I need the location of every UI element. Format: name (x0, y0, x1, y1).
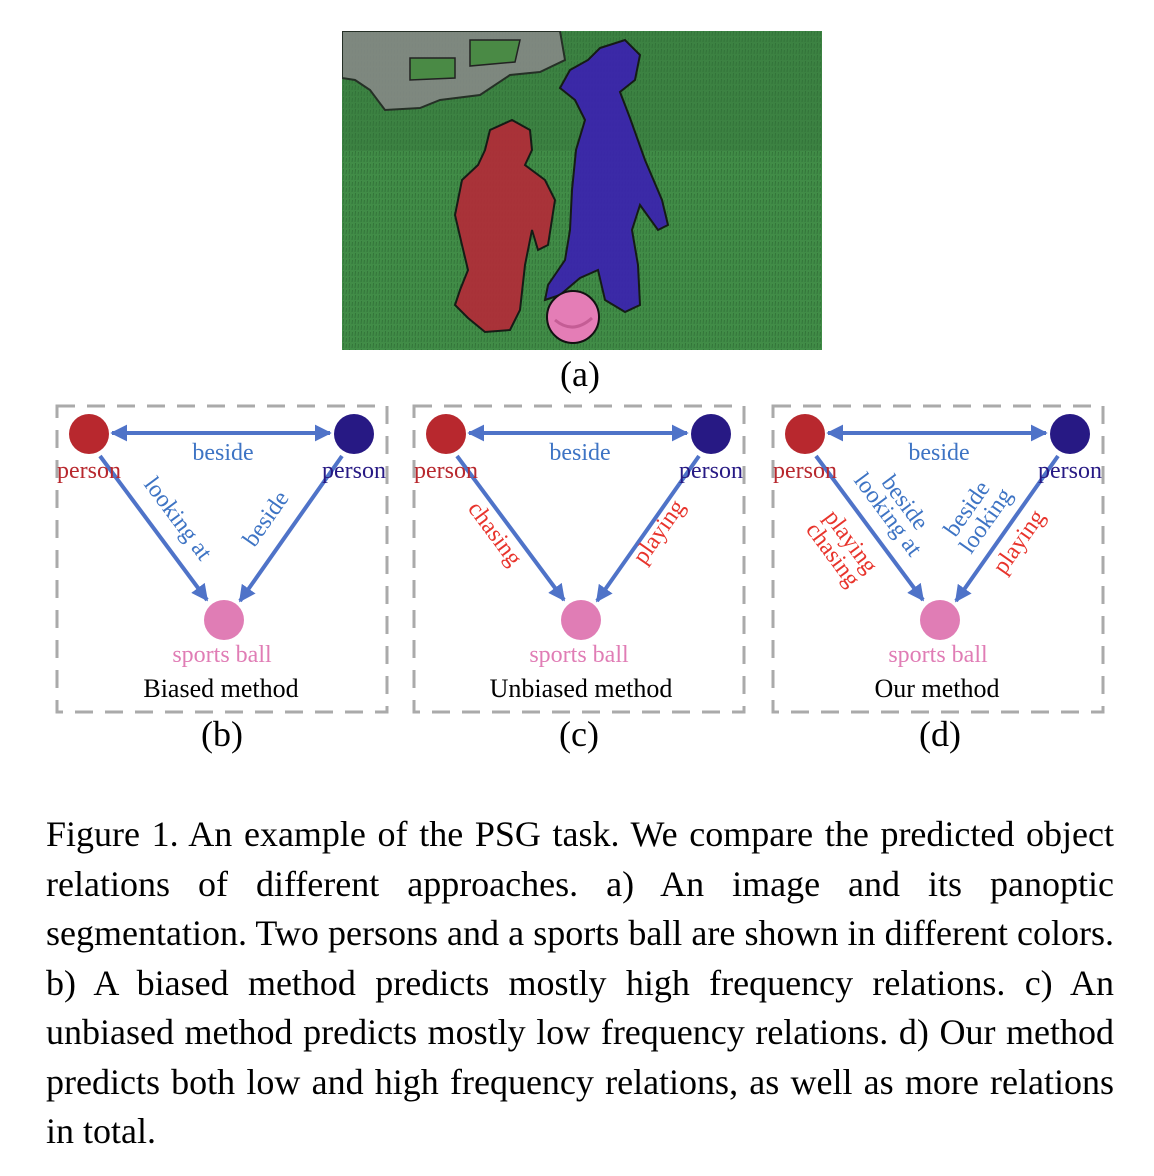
edge-right (595, 454, 701, 603)
node-label-right: person (322, 458, 386, 484)
node-label-bottom: sports ball (888, 642, 988, 668)
edge-left (98, 454, 209, 602)
panel-unbiased: person person sports ball beside chasing… (412, 404, 746, 754)
relation-top: beside (549, 440, 610, 466)
person-segment-red (453, 118, 557, 334)
node-sports-ball (920, 600, 960, 640)
edge-left (814, 454, 925, 602)
dashed-border (412, 404, 746, 714)
segmentation-photo (342, 31, 822, 350)
fence-gap (409, 57, 456, 81)
method-label: Biased method (143, 674, 298, 703)
panel-label-b: (b) (201, 714, 243, 754)
method-label: Our method (875, 674, 1000, 703)
node-sports-ball (204, 600, 244, 640)
method-label: Unbiased method (490, 674, 673, 703)
relation-left: looking at (138, 472, 217, 565)
ball-shading (554, 316, 593, 329)
relation-top: beside (192, 440, 253, 466)
panel-ours: person person sports ball beside beside … (771, 404, 1105, 754)
node-label-right: person (679, 458, 743, 484)
relation-right: beside (238, 486, 294, 551)
node-sports-ball (561, 600, 601, 640)
edge-right (954, 454, 1060, 603)
node-person-blue (691, 414, 731, 454)
node-person-blue (334, 414, 374, 454)
panel-label-a: (a) (560, 354, 600, 394)
dashed-border (771, 404, 1105, 714)
node-label-left: person (57, 458, 121, 484)
panel-label-c: (c) (559, 714, 599, 754)
node-label-left: person (773, 458, 837, 484)
node-person-blue (1050, 414, 1090, 454)
edge-right (238, 454, 344, 603)
relation-top: beside (908, 440, 969, 466)
node-label-bottom: sports ball (172, 642, 272, 668)
node-label-left: person (414, 458, 478, 484)
figure-caption: Figure 1. An example of the PSG task. We… (46, 814, 1114, 1151)
node-person-red (69, 414, 109, 454)
panel-biased: person person sports ball beside looking… (55, 404, 389, 754)
relation-right: playing (628, 495, 691, 569)
edge-left (455, 454, 566, 602)
node-label-bottom: sports ball (529, 642, 629, 668)
panel-label-d: (d) (919, 714, 961, 754)
person-segment-blue (543, 38, 670, 314)
fence-gap (469, 39, 521, 67)
node-person-red (785, 414, 825, 454)
figure: (a) person person sports ball beside loo… (55, 31, 1105, 754)
dashed-border (55, 404, 389, 714)
node-person-red (426, 414, 466, 454)
ball-segment-pink (546, 290, 600, 344)
node-label-right: person (1038, 458, 1102, 484)
